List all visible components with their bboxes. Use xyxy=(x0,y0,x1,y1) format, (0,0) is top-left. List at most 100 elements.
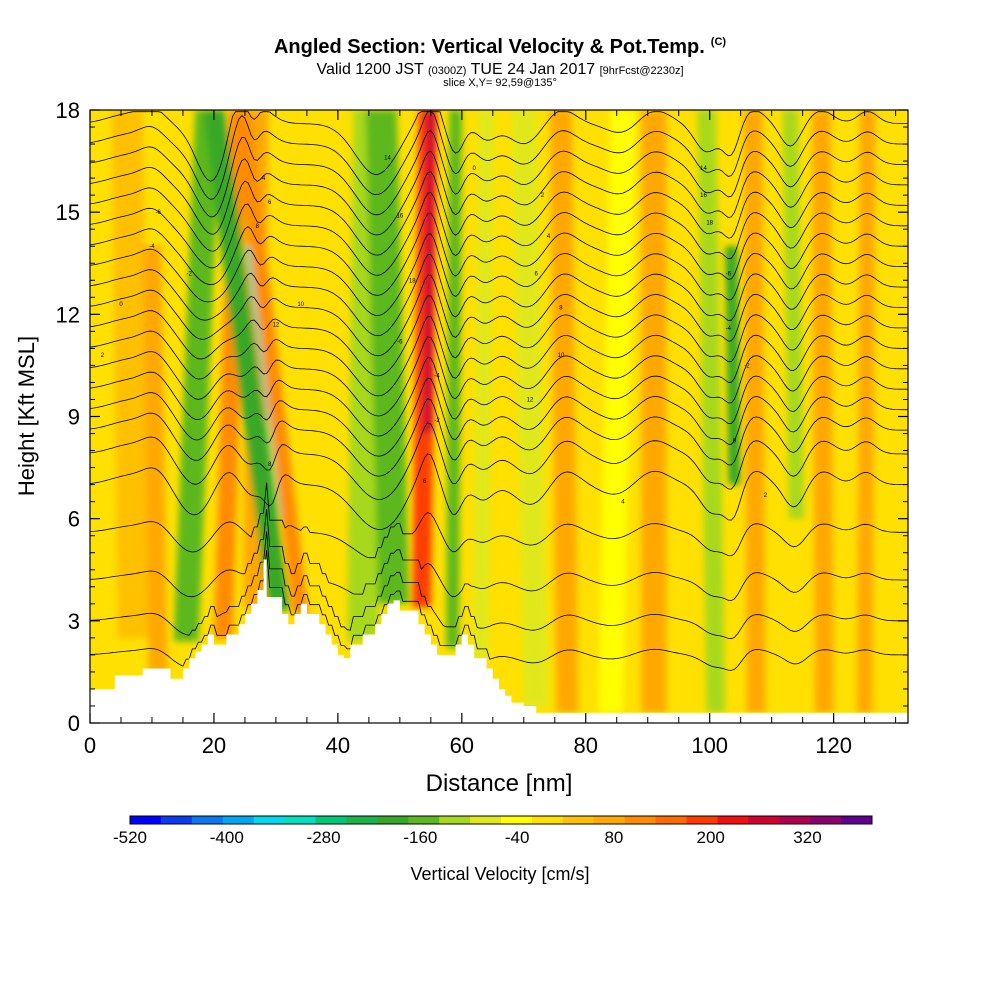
velocity-plume xyxy=(511,110,549,706)
velocity-plume xyxy=(811,110,834,713)
x-tick-label: 60 xyxy=(450,733,474,758)
contour-label: 16 xyxy=(397,214,404,220)
valid-zulu: (0300Z) xyxy=(427,65,467,77)
theta-contour xyxy=(90,150,908,236)
colorbar-swatch xyxy=(377,816,409,824)
velocity-plume xyxy=(446,110,462,649)
colorbar-tick-label: 200 xyxy=(697,828,725,847)
terrain-mask xyxy=(90,559,908,723)
contour-label: 4 xyxy=(262,176,266,182)
contour-label: 6 xyxy=(268,200,272,206)
velocity-plume xyxy=(550,110,579,713)
x-tick-label: 0 xyxy=(84,733,96,758)
theta-contour xyxy=(90,398,908,477)
theta-contour xyxy=(90,357,908,437)
contour-label: -6 xyxy=(397,340,403,346)
velocity-plume xyxy=(472,110,495,662)
valid-time-line: Valid 1200 JST (0300Z) TUE 24 Jan 2017 [… xyxy=(0,61,1000,79)
theta-contour xyxy=(90,254,908,337)
theta-contour xyxy=(90,111,908,182)
colorbar-tick-label: -400 xyxy=(210,828,244,847)
theta-contour xyxy=(90,129,908,218)
y-tick-label: 18 xyxy=(56,98,80,123)
contour-label: -4 xyxy=(149,244,155,250)
y-axis-label: Height [Kft MSL] xyxy=(14,336,39,496)
contour-label: 0 xyxy=(473,166,477,172)
colorbar-swatch xyxy=(470,816,502,824)
x-tick-label: 40 xyxy=(326,733,350,758)
theta-contour xyxy=(90,550,908,671)
colorbar-tick-label: 320 xyxy=(793,828,821,847)
y-tick-label: 0 xyxy=(68,711,80,736)
colorbar-swatch xyxy=(686,816,718,824)
colorbar-swatch xyxy=(222,816,255,824)
theta-contour xyxy=(90,191,908,276)
colorbar-swatch xyxy=(624,816,657,824)
contour-label: -4 xyxy=(434,374,440,380)
title-text: Angled Section: Vertical Velocity & Pot.… xyxy=(273,36,705,58)
colorbar-swatch xyxy=(284,816,316,824)
colorbar-swatch xyxy=(841,816,873,824)
velocity-plume xyxy=(111,110,149,638)
colorbar-swatch xyxy=(253,816,286,824)
contour-label: 16 xyxy=(700,193,707,199)
colorbar-swatch xyxy=(593,816,626,824)
theta-contours: -6 -4 -2 0 2 4 6 8 10 12 14 16 18 -6 -4 -2 0 2 4 6 8 10 12 14 16… xyxy=(90,111,908,671)
contour-label: 4 xyxy=(547,234,551,240)
contour-label: 6 xyxy=(535,271,539,277)
colorbar-swatch xyxy=(439,816,471,824)
contour-label: 10 xyxy=(297,302,304,308)
title-unit: (C) xyxy=(710,36,727,49)
contour-label: 10 xyxy=(558,353,565,359)
velocity-plume xyxy=(234,110,309,615)
valid-prefix: Valid 1200 JST xyxy=(316,61,424,78)
terrain-profile xyxy=(90,559,908,723)
theta-contour xyxy=(90,212,908,296)
theta-contour xyxy=(90,336,908,417)
contour-label: -2 xyxy=(434,418,440,424)
colorbar-tick-label: 80 xyxy=(604,828,623,847)
colorbar-swatch xyxy=(130,816,162,824)
theta-contour xyxy=(90,315,908,397)
x-tick-label: 20 xyxy=(202,733,226,758)
colorbar-tick-label: -520 xyxy=(113,828,147,847)
velocity-plume xyxy=(743,110,766,713)
colorbar-swatch xyxy=(779,816,811,824)
theta-contour xyxy=(90,531,908,640)
contour-label: -4 xyxy=(726,326,732,332)
velocity-plume xyxy=(782,110,805,519)
contour-label: -6 xyxy=(726,271,732,277)
contour-label: 14 xyxy=(700,166,707,172)
forecast-info: [9hrFcst@2230z] xyxy=(599,65,684,77)
theta-contour xyxy=(90,482,908,559)
contour-label: 12 xyxy=(527,397,534,403)
y-tick-label: 15 xyxy=(56,200,80,225)
contour-label: 12 xyxy=(273,323,280,329)
colorbar-swatch xyxy=(717,816,749,824)
x-tick-label: 80 xyxy=(574,733,598,758)
colorbar-swatch xyxy=(655,816,687,824)
contour-label: -2 xyxy=(744,363,750,369)
velocity-plume xyxy=(697,110,726,713)
colorbar-swatch xyxy=(346,816,378,824)
contour-label: 14 xyxy=(384,156,391,162)
velocity-plume xyxy=(173,110,221,642)
contour-label: 0 xyxy=(119,302,123,308)
colorbar-swatch xyxy=(748,816,780,824)
colorbar-tick-label: -280 xyxy=(307,828,341,847)
y-tick-label: 3 xyxy=(68,609,80,634)
colorbar-swatch xyxy=(562,816,595,824)
contour-label: 6 xyxy=(423,479,427,485)
theta-contour xyxy=(90,377,908,457)
contour-label: 4 xyxy=(621,500,625,506)
contour-label: 0 xyxy=(733,438,737,444)
colorbar-swatch xyxy=(191,816,224,824)
theta-contour xyxy=(90,422,908,500)
colorbar-swatch xyxy=(810,816,842,824)
contour-label: 8 xyxy=(256,224,260,230)
velocity-plume xyxy=(641,110,667,713)
contour-label: 8 xyxy=(268,462,272,468)
theta-contour xyxy=(90,171,908,256)
colorbar: -520 -400 -280 -160 -40 80 200 320 xyxy=(113,815,873,847)
